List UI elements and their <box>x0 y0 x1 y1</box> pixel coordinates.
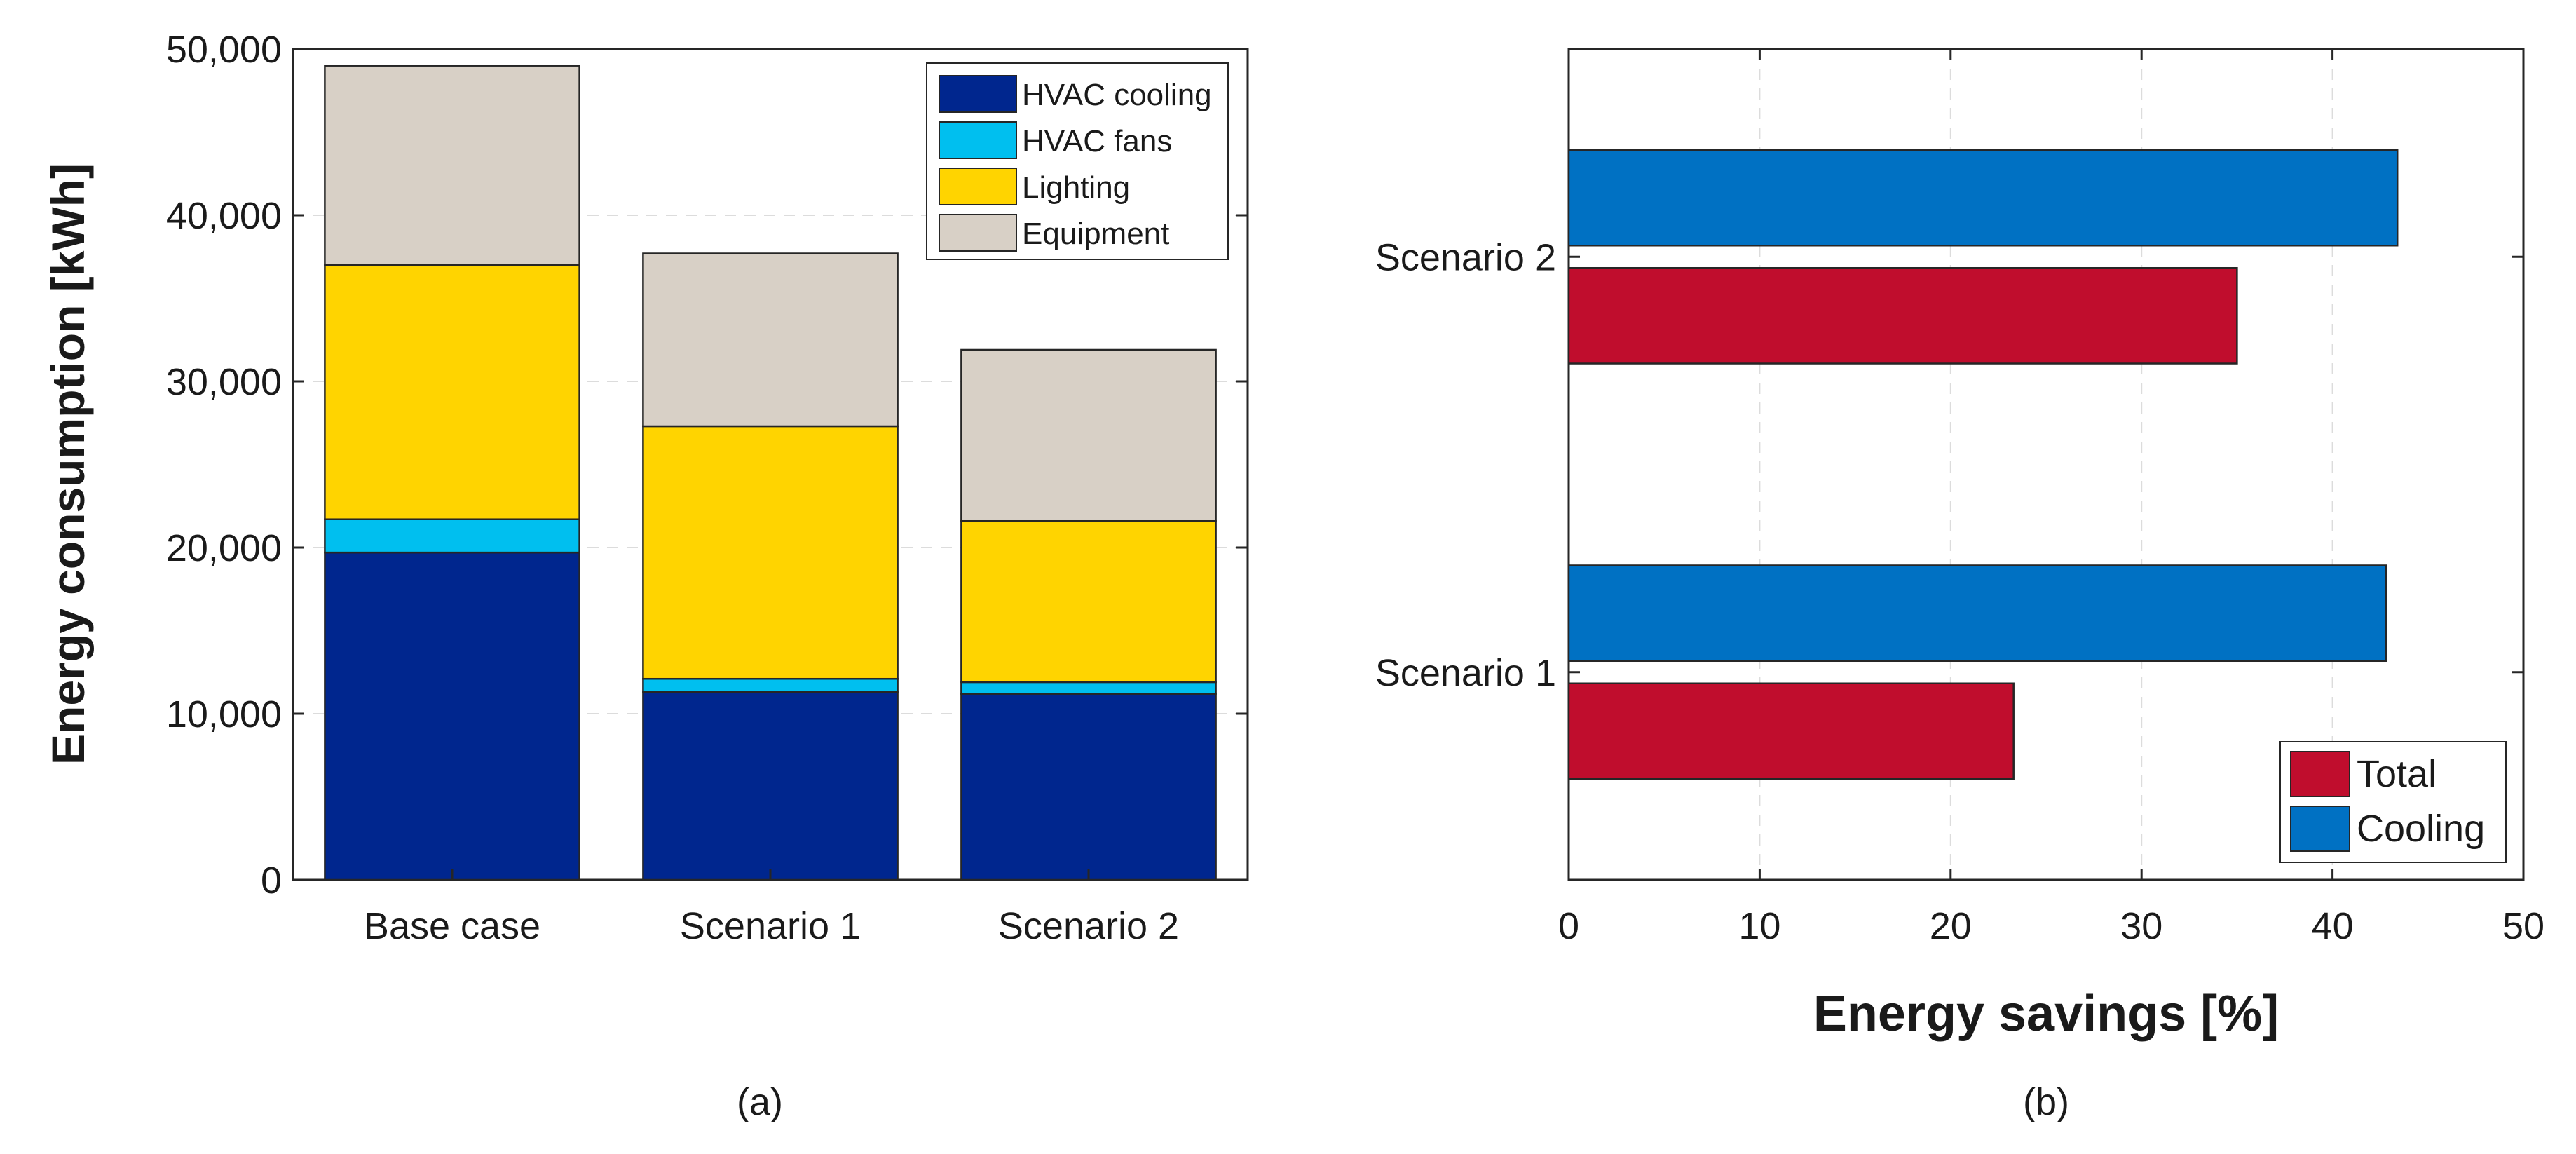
chart-b-bar-total-scenario-2 <box>1567 266 2238 365</box>
chart-b-y-tick-label-scenario-1: Scenario 1 <box>1375 652 1556 694</box>
chart-b-legend: Total Cooling <box>2279 741 2507 863</box>
chart-a-y-tick-label: 20,000 <box>166 527 282 569</box>
chart-a-y-tick-label: 50,000 <box>166 29 282 71</box>
chart-a-bar-equipment-base-case <box>324 65 580 266</box>
chart-a-legend-swatch-hvac-fans <box>939 121 1017 159</box>
chart-a-x-tick-label-scenario-2: Scenario 2 <box>998 905 1179 947</box>
chart-b-legend-label-total: Total <box>2357 753 2437 795</box>
chart-a-legend-swatch-equipment <box>939 214 1017 252</box>
chart-b-x-tick-label: 10 <box>1738 905 1780 947</box>
chart-b-x-tick-label: 50 <box>2502 905 2544 947</box>
chart-b-energy-savings: 0 10 20 30 40 50 Scenario 1 Scenario 2 Energy s… <box>1375 48 2544 1123</box>
chart-a-bars <box>324 65 1217 881</box>
chart-a-y-tick-label: 40,000 <box>166 195 282 237</box>
chart-a-bar-hvac-cooling-base-case <box>324 551 580 881</box>
chart-a-y-tick-label: 30,000 <box>166 361 282 403</box>
chart-a-bar-lighting-scenario-2 <box>960 520 1217 684</box>
chart-a-legend-swatch-lighting <box>939 168 1017 205</box>
chart-a-x-tick-label-scenario-1: Scenario 1 <box>680 905 861 947</box>
chart-a-y-tick-label: 0 <box>261 860 282 902</box>
chart-a-y-axis-label: Energy consumption [kWh] <box>42 163 94 765</box>
chart-a-ticks: 0 10,000 20,000 30,000 40,000 50,000 Base case… <box>166 29 1248 947</box>
chart-b-x-tick-label: 0 <box>1558 905 1579 947</box>
chart-a-legend-label-hvac-cooling: HVAC cooling <box>1022 78 1212 112</box>
chart-b-bars <box>1567 149 2399 780</box>
chart-b-bar-total-scenario-1 <box>1567 682 2015 780</box>
chart-a-bar-lighting-base-case <box>324 264 580 520</box>
chart-a-bar-hvac-fans-base-case <box>324 518 580 554</box>
chart-b-legend-swatch-total <box>2290 751 2350 797</box>
chart-a-legend: HVAC cooling HVAC fans Lighting Equipment <box>926 62 1229 260</box>
chart-b-legend-label-cooling: Cooling <box>2357 808 2485 850</box>
chart-b-x-tick-label: 20 <box>1930 905 1972 947</box>
chart-a-energy-consumption: 0 10,000 20,000 30,000 40,000 50,000 Base case… <box>42 29 1249 1123</box>
chart-a-x-tick-label-base-case: Base case <box>364 905 540 947</box>
chart-a-legend-label-equipment: Equipment <box>1022 217 1169 251</box>
chart-b-x-axis-label: Energy savings [%] <box>1813 986 2279 1042</box>
chart-a-bar-hvac-fans-scenario-1 <box>642 677 899 693</box>
chart-b-bar-cooling-scenario-1 <box>1567 564 2387 663</box>
chart-a-bar-hvac-cooling-scenario-2 <box>960 693 1217 881</box>
chart-a-bar-equipment-scenario-1 <box>642 252 899 428</box>
chart-b-legend-swatch-cooling <box>2290 806 2350 852</box>
chart-a-y-tick-label: 10,000 <box>166 693 282 735</box>
chart-a-legend-label-hvac-fans: HVAC fans <box>1022 124 1172 158</box>
chart-b-ticks: 0 10 20 30 40 50 Scenario 1 Scenario 2 <box>1375 49 2544 947</box>
chart-b-y-tick-label-scenario-2: Scenario 2 <box>1375 236 1556 278</box>
chart-b-bar-cooling-scenario-2 <box>1567 149 2399 247</box>
chart-a-bar-hvac-fans-scenario-2 <box>960 681 1217 695</box>
chart-a-panel-label: (a) <box>737 1081 783 1123</box>
chart-b-x-tick-label: 30 <box>2120 905 2162 947</box>
chart-b-x-tick-label: 40 <box>2312 905 2354 947</box>
chart-a-bar-lighting-scenario-1 <box>642 425 899 680</box>
chart-a-bar-equipment-scenario-2 <box>960 348 1217 522</box>
chart-b-panel-label: (b) <box>2023 1081 2069 1123</box>
chart-a-legend-label-lighting: Lighting <box>1022 170 1130 205</box>
chart-a-bar-hvac-cooling-scenario-1 <box>642 691 899 881</box>
chart-a-legend-swatch-hvac-cooling <box>939 75 1017 113</box>
